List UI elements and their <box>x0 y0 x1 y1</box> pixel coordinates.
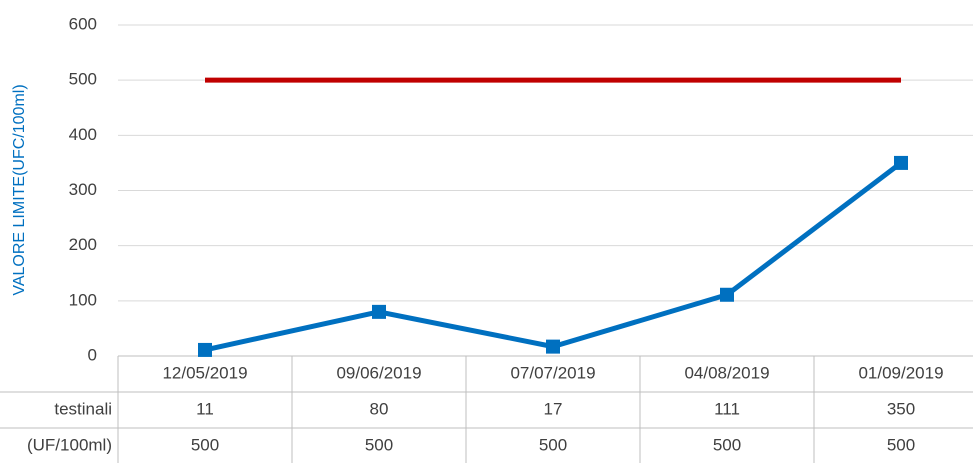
y-tick-label: 300 <box>69 180 97 199</box>
marker <box>198 342 212 357</box>
y-tick-label: 400 <box>69 125 97 144</box>
table-cell: 80 <box>370 399 389 418</box>
x-tick-label: 12/05/2019 <box>162 363 247 382</box>
y-axis-title: VALORE LIMITE(UFC/100ml) <box>11 84 28 295</box>
x-tick-label: 04/08/2019 <box>684 363 769 382</box>
row-label: testinali <box>54 399 112 418</box>
marker <box>546 339 560 354</box>
x-tick-label: 09/06/2019 <box>336 363 421 382</box>
table-cell: 111 <box>714 399 740 418</box>
y-tick-label: 0 <box>88 345 97 364</box>
table-cell: 17 <box>544 399 563 418</box>
marker <box>894 155 908 170</box>
y-tick-label: 100 <box>69 290 97 309</box>
table-cell: 350 <box>887 399 915 418</box>
table-cell: 500 <box>365 435 393 454</box>
x-tick-label: 07/07/2019 <box>510 363 595 382</box>
x-tick-label: 01/09/2019 <box>858 363 943 382</box>
table-cell: 500 <box>191 435 219 454</box>
table-cell: 500 <box>539 435 567 454</box>
y-tick-label: 600 <box>69 14 97 33</box>
marker <box>720 287 734 302</box>
table-cell: 500 <box>713 435 741 454</box>
row-label: (UF/100ml) <box>27 435 112 454</box>
y-tick-label: 500 <box>69 70 97 89</box>
y-tick-label: 200 <box>69 235 97 254</box>
table-cell: 500 <box>887 435 915 454</box>
table-cell: 11 <box>196 399 214 418</box>
marker <box>372 304 386 319</box>
